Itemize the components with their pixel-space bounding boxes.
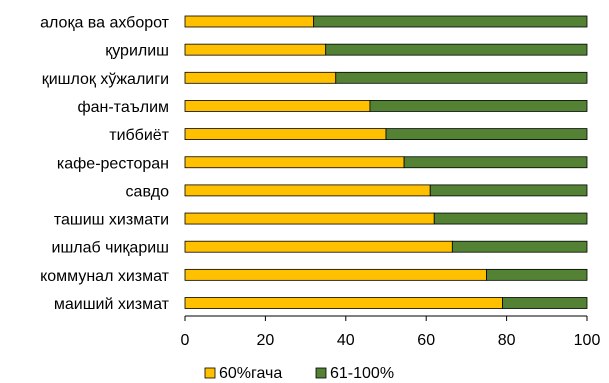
category-label: фан-таълим xyxy=(77,99,169,116)
bar-series2-5 xyxy=(403,156,588,169)
bar-series1-4 xyxy=(184,128,387,141)
category-label: ишлаб чиқариш xyxy=(52,240,169,257)
bar-series2-9 xyxy=(486,268,588,281)
bar-series2-3 xyxy=(369,100,588,112)
category-labels: алоқа ва ахборот қурилиш қишлоқ хўжалиги фа… xyxy=(40,15,170,314)
bar-series2-2 xyxy=(335,71,588,84)
category-label: қурилиш xyxy=(105,43,169,60)
bar-series2-4 xyxy=(385,128,588,141)
bar-series1-3 xyxy=(184,100,371,112)
bar-series1-1 xyxy=(184,43,327,56)
category-label: алоқа ва ахборот xyxy=(40,15,170,32)
category-label: коммунал хизмат xyxy=(40,268,170,285)
legend-label-1: 60%гача xyxy=(219,365,282,382)
bar-series1-7 xyxy=(184,212,435,225)
category-label: қишлоқ хўжалиги xyxy=(42,71,169,88)
x-tick-label: 0 xyxy=(181,332,190,349)
bar-series1-2 xyxy=(184,71,337,84)
bars-group xyxy=(184,15,588,309)
x-tick-label: 80 xyxy=(498,332,516,349)
legend-swatch-1 xyxy=(204,367,216,379)
bar-series2-10 xyxy=(502,297,588,309)
bar-series1-10 xyxy=(184,297,503,309)
bar-series1-9 xyxy=(184,268,487,281)
category-label: маиший хизмат xyxy=(54,296,170,313)
bar-series2-7 xyxy=(433,212,588,225)
legend-swatch-2 xyxy=(315,367,327,379)
bar-series2-0 xyxy=(313,15,588,28)
bar-series2-6 xyxy=(429,184,588,197)
x-axis-ticks: 0 20 40 60 80 100 xyxy=(181,316,601,349)
x-tick-label: 60 xyxy=(417,332,435,349)
category-label: савдо xyxy=(126,183,170,200)
category-label: кафе-ресторан xyxy=(57,155,169,172)
legend: 60%гача 61-100% xyxy=(204,365,394,382)
category-label: ташиш хизмати xyxy=(54,212,169,229)
bar-series1-5 xyxy=(184,156,405,169)
bar-series1-6 xyxy=(184,184,431,197)
x-tick-label: 20 xyxy=(257,332,275,349)
bar-series2-8 xyxy=(451,240,588,253)
bar-series1-0 xyxy=(184,15,315,28)
legend-label-2: 61-100% xyxy=(330,365,394,382)
category-label: тиббиёт xyxy=(109,127,169,144)
bar-series2-1 xyxy=(325,43,588,56)
bar-series1-8 xyxy=(184,240,453,253)
x-tick-label: 100 xyxy=(574,332,601,349)
x-tick-label: 40 xyxy=(337,332,355,349)
